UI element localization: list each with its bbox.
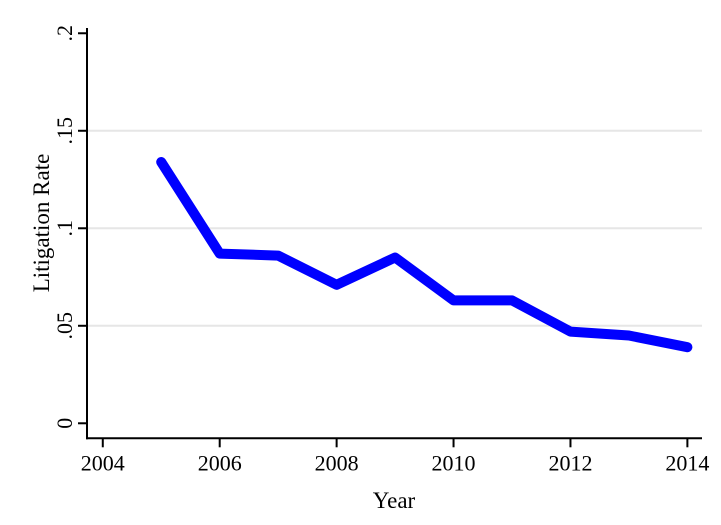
gridlines	[88, 129, 702, 327]
x-axis-ticks: 2004 2006 2008 2010 2012 2014	[81, 438, 709, 475]
x-tick-label: 2010	[432, 450, 476, 475]
y-tick-label: .1	[52, 220, 77, 237]
litigation-rate-line	[156, 157, 693, 353]
y-tick-label: .2	[52, 25, 77, 42]
y-axis-title: Litigation Rate	[29, 154, 54, 293]
x-tick-label: 2008	[315, 450, 359, 475]
y-tick-label: .15	[52, 117, 77, 145]
x-tick-label: 2004	[81, 450, 125, 475]
x-tick-label: 2012	[548, 450, 592, 475]
y-axis-ticks: 0 .05 .1 .15 .2	[52, 25, 87, 429]
y-tick-label: .05	[52, 312, 77, 340]
y-tick-label: 0	[52, 418, 77, 429]
x-tick-label: 2014	[665, 450, 709, 475]
x-tick-label: 2006	[198, 450, 242, 475]
axes	[86, 28, 702, 440]
x-axis-title: Year	[373, 488, 416, 513]
